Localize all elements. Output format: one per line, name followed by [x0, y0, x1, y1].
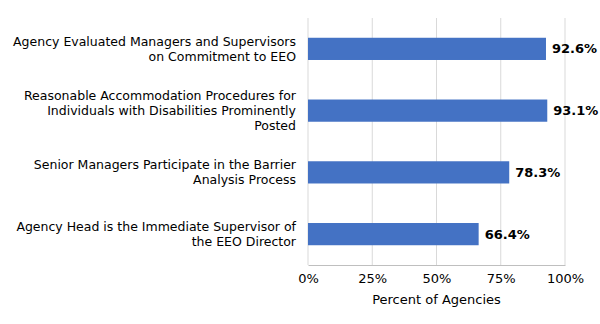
category-label-line: Agency Head is the Immediate Supervisor … [16, 219, 296, 234]
tick-label: 75% [487, 271, 516, 286]
tick-label: 50% [423, 271, 452, 286]
category-label: Agency Head is the Immediate Supervisor … [16, 219, 296, 249]
x-axis: 0% 25% 50% 75% 100% [298, 265, 584, 286]
tick-label: 100% [547, 271, 584, 286]
category-label-line: Senior Managers Participate in the Barri… [34, 157, 297, 172]
tick: Reasonable Accommodation Procedures forI… [24, 88, 308, 133]
bars [308, 38, 547, 245]
category-label-line: Analysis Process [193, 172, 296, 187]
tick: Senior Managers Participate in the Barri… [34, 157, 308, 187]
tick: Agency Evaluated Managers and Supervisor… [13, 34, 308, 64]
bar [308, 38, 546, 60]
category-label: Senior Managers Participate in the Barri… [34, 157, 297, 187]
bar [308, 161, 509, 183]
category-label-line: Individuals with Disabilities Prominentl… [47, 103, 296, 118]
tick: 0% [298, 265, 319, 286]
axis-line [309, 265, 566, 266]
category-label: Agency Evaluated Managers and Supervisor… [13, 34, 296, 64]
tick-label: 25% [358, 271, 387, 286]
tick: 50% [423, 265, 452, 286]
bar [308, 100, 547, 122]
bar [308, 223, 479, 245]
tick: 100% [547, 265, 584, 286]
chart: 0% 25% 50% 75% 100% Percent of Agencies Agency… [0, 0, 600, 324]
category-label: Reasonable Accommodation Procedures forI… [24, 88, 297, 133]
data-label: 78.3% [515, 165, 560, 180]
category-label-line: the EEO Director [192, 234, 297, 249]
data-label: 66.4% [485, 227, 530, 242]
category-label-line: on Commitment to EEO [149, 49, 297, 64]
tick: 25% [358, 265, 387, 286]
tick: Agency Head is the Immediate Supervisor … [16, 219, 308, 249]
category-label-line: Reasonable Accommodation Procedures for [24, 88, 297, 103]
tick-label: 0% [298, 271, 319, 286]
axis-title: Percent of Agencies [372, 292, 501, 307]
data-labels: 92.6% 93.1% 78.3% 66.4% [485, 41, 599, 241]
grid [308, 18, 565, 265]
data-label: 92.6% [552, 41, 597, 56]
category-label-line: Posted [254, 118, 296, 133]
y-axis: Agency Evaluated Managers and Supervisor… [13, 34, 308, 249]
category-label-line: Agency Evaluated Managers and Supervisor… [13, 34, 296, 49]
tick: 75% [487, 265, 516, 286]
data-label: 93.1% [553, 103, 598, 118]
